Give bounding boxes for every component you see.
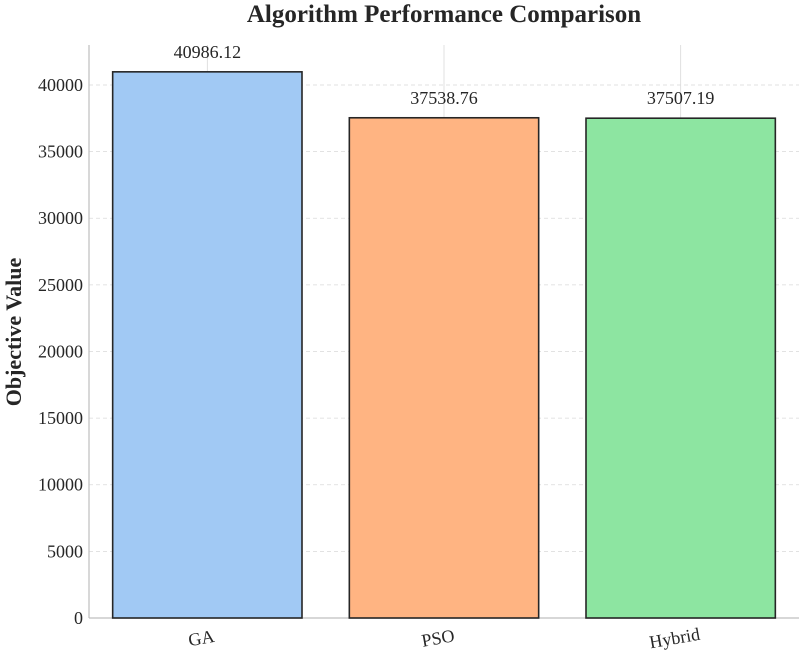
bar-value-label: 37507.19 — [647, 88, 715, 108]
bar-hybrid — [585, 117, 777, 619]
y-tick-label: 10000 — [38, 475, 83, 495]
chart-title: Algorithm Performance Comparison — [247, 1, 641, 28]
bars — [111, 71, 777, 619]
y-tick-label: 5000 — [47, 541, 83, 561]
bar-value-label: 40986.12 — [174, 42, 242, 62]
y-axis-label: Objective Value — [1, 258, 26, 407]
y-tick-label: 20000 — [38, 341, 83, 361]
bar-ga — [111, 71, 303, 619]
y-tick-label: 40000 — [38, 75, 83, 95]
y-tick-label: 30000 — [38, 208, 83, 228]
y-tick-label: 35000 — [38, 142, 83, 162]
y-tick-label: 25000 — [38, 275, 83, 295]
x-tick-label: GA — [187, 626, 216, 650]
x-tick-label: Hybrid — [648, 624, 702, 653]
bar-pso — [348, 116, 540, 619]
x-tick-labels: GA PSO Hybrid — [187, 624, 702, 653]
y-tick-labels: 0 5000 10000 15000 20000 25000 30000 35000 40000 — [38, 75, 83, 628]
value-labels: 40986.12 37538.76 37507.19 — [174, 42, 715, 108]
x-tick-label: PSO — [420, 625, 456, 650]
y-tick-label: 15000 — [38, 408, 83, 428]
bar-value-label: 37538.76 — [410, 88, 478, 108]
y-tick-label: 0 — [74, 608, 83, 628]
